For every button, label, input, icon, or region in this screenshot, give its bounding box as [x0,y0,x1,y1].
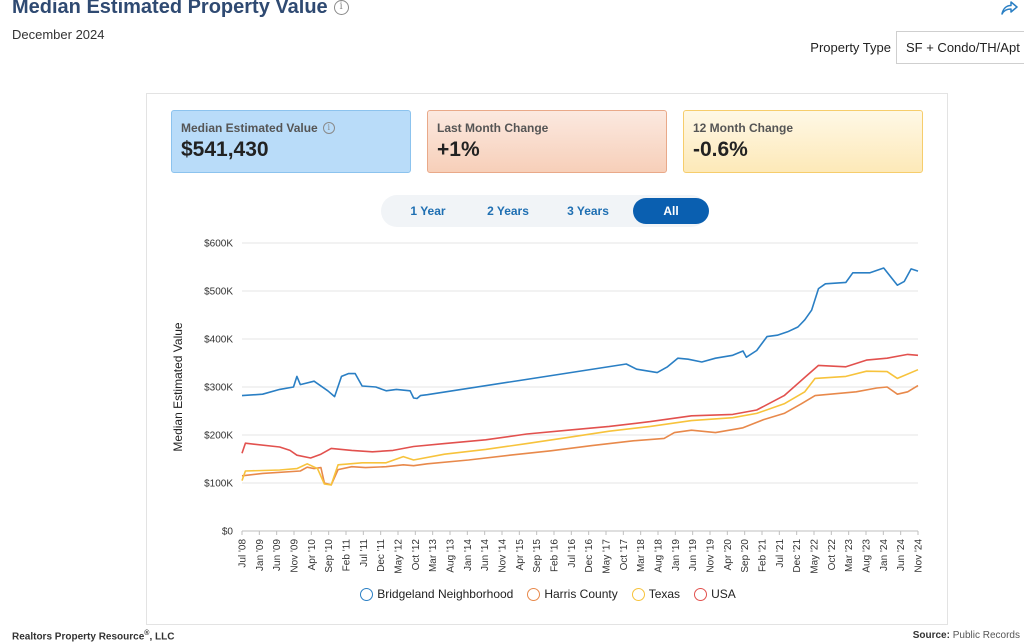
x-tick-label: Jan '24 [879,539,890,571]
y-tick-label: $500K [204,287,233,298]
footer-attribution: Realtors Property Resource®, LLC [12,630,174,642]
x-tick-label: Jun '14 [480,539,491,571]
x-tick-label: Oct '22 [827,539,838,571]
x-tick-label: Dec '11 [376,539,387,572]
median-value-label: Median Estimated Value [181,121,318,135]
series-line-bridgeland-neighborhood [241,267,919,400]
x-tick-label: Mar '13 [428,539,439,572]
legend-swatch-texas [631,587,645,601]
x-tick-label: May '22 [810,539,821,574]
y-tick-label: $400K [204,335,233,346]
x-tick-label: Jan '14 [463,539,474,571]
chart-card: Median Estimated Value i $541,430 Last M… [146,93,948,625]
line-chart: $0 $100K $200K $300K $400K $500K $600K Jul '08 J… [171,239,925,574]
x-tick-label: Feb '11 [342,539,353,572]
y-tick-label: $300K [204,383,233,394]
x-tick-label: Jul '16 [567,539,578,568]
x-tick-label: Jun '24 [896,539,907,571]
x-tick-label: Mar '18 [636,539,647,572]
x-tick-label: Jun '19 [688,539,699,571]
twelve-month-change-label: 12 Month Change [693,121,794,135]
x-tick-label: May '17 [602,539,613,574]
footer-source: Source: Public Records [913,630,1020,641]
x-tick-label: Oct '17 [619,539,630,571]
x-tick-label: Sep '10 [324,539,335,573]
property-type-select[interactable]: SF + Condo/TH/Apt [896,31,1024,64]
footer-company-suffix: , LLC [149,631,175,642]
x-tick-label: Nov '24 [914,539,925,573]
series-line-harris-county [241,384,919,486]
page-title: Median Estimated Property Value i [12,0,349,19]
x-tick-label: Feb '16 [550,539,561,572]
y-tick-label: $100K [204,479,233,490]
x-tick-label: Oct '12 [411,539,422,571]
series-line-usa [241,353,919,459]
y-axis-title: Median Estimated Value [171,322,185,452]
footer-source-label: Source: [912,630,950,641]
footer-registered-mark: ® [144,630,150,637]
range-3-years-button[interactable]: 3 Years [567,204,609,218]
x-tick-label: Nov '14 [498,539,509,573]
info-icon[interactable]: i [333,0,349,15]
legend-label-usa: USA [711,587,736,601]
range-1-year-button[interactable]: 1 Year [410,204,446,218]
last-month-change-value: +1% [437,138,480,161]
x-tick-label: Nov '19 [706,539,717,573]
x-tick-label: Aug '23 [862,539,873,573]
y-tick-label: $200K [204,431,233,442]
x-tick-label: Sep '20 [740,539,751,573]
twelve-month-change-stat: 12 Month Change -0.6% [683,110,923,173]
property-type-control: Property Type SF + Condo/TH/Apt [810,31,1024,64]
twelve-month-change-value: -0.6% [693,138,748,161]
range-all-button[interactable]: All [633,198,709,224]
range-2-years-button[interactable]: 2 Years [487,204,529,218]
x-tick-label: Jan '19 [671,539,682,571]
y-tick-label: $0 [222,527,234,538]
y-tick-label: $600K [204,239,233,250]
median-value-stat: Median Estimated Value i $541,430 [171,110,411,173]
legend-label-bridgeland: Bridgeland Neighborhood [377,587,514,601]
x-tick-label: Apr '15 [515,539,526,571]
x-tick-label: Jan '09 [255,539,266,571]
last-month-change-stat: Last Month Change +1% [427,110,667,173]
page-title-text: Median Estimated Property Value [12,0,328,18]
median-info-icon[interactable]: i [322,122,335,134]
chart-legend: Bridgeland Neighborhood Harris County Te… [147,587,949,601]
share-icon[interactable] [1001,0,1019,16]
legend-item-harris[interactable]: Harris County [527,587,618,601]
x-tick-label: Aug '13 [446,539,457,573]
legend-label-harris: Harris County [544,587,618,601]
x-tick-label: Aug '18 [654,539,665,573]
x-tick-label: May '12 [394,539,405,574]
legend-item-texas[interactable]: Texas [631,587,681,601]
x-tick-label: Dec '16 [584,539,595,573]
series-line-texas [241,368,919,486]
x-tick-label: Dec '21 [792,539,803,573]
x-tick-label: Apr '20 [723,539,734,571]
report-date: December 2024 [12,27,105,42]
x-tick-label: Sep '15 [532,539,543,573]
x-tick-label: Mar '23 [844,539,855,572]
legend-label-texas: Texas [648,587,681,601]
legend-swatch-usa [694,587,708,601]
x-tick-label: Apr '10 [307,539,318,571]
legend-item-usa[interactable]: USA [694,587,736,601]
x-tick-label: Jun '09 [272,539,283,571]
legend-swatch-harris [527,587,541,601]
footer-company: Realtors Property Resource [12,631,145,642]
x-tick-label: Jul '11 [359,539,370,567]
x-tick-label: Nov '09 [290,539,301,573]
x-tick-label: Feb '21 [758,539,769,572]
footer-source-value: Public Records [952,630,1020,641]
x-tick-label: Jul '08 [238,539,249,568]
x-tick-label: Jul '21 [775,539,786,568]
property-type-label: Property Type [810,40,891,55]
median-value: $541,430 [181,138,269,161]
time-range-selector: 1 Year 2 Years 3 Years All [381,195,709,227]
legend-swatch-bridgeland [360,587,374,601]
last-month-change-label: Last Month Change [437,121,549,135]
legend-item-bridgeland[interactable]: Bridgeland Neighborhood [360,587,513,601]
